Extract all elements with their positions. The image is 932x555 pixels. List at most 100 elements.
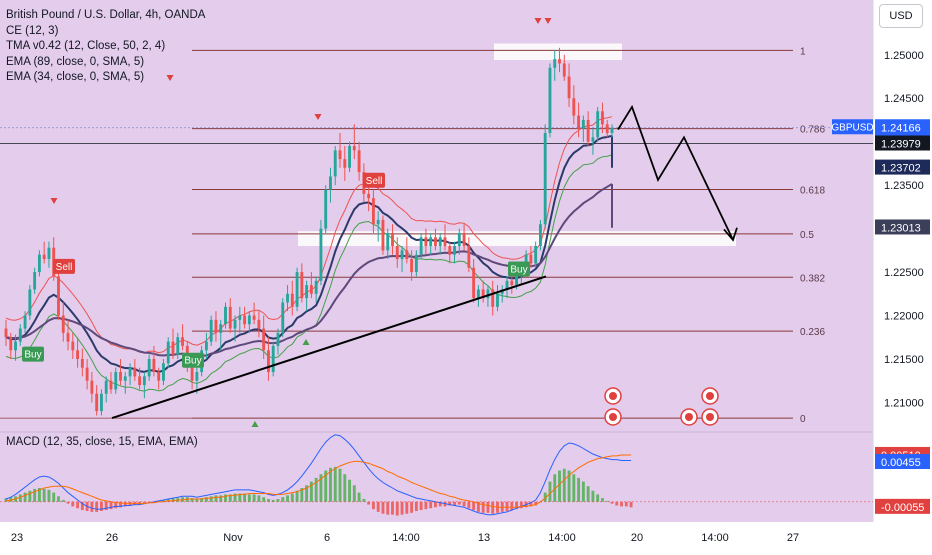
macd-bar bbox=[195, 499, 199, 502]
demand-zone bbox=[298, 231, 736, 246]
candle-body bbox=[434, 237, 437, 246]
macd-bar bbox=[414, 501, 418, 511]
candle-body bbox=[505, 280, 509, 290]
macd-bar bbox=[434, 501, 437, 508]
macd-bar bbox=[18, 494, 22, 502]
projection-path bbox=[617, 104, 734, 241]
macd-bar bbox=[224, 494, 227, 502]
macd-bar bbox=[300, 488, 304, 502]
macd-bar bbox=[47, 489, 51, 502]
macd-bar bbox=[453, 501, 456, 506]
candle-body bbox=[457, 232, 461, 246]
candle-body bbox=[14, 341, 17, 351]
candle-body bbox=[147, 358, 151, 377]
macd-bar bbox=[57, 496, 60, 502]
candle-body bbox=[448, 245, 452, 255]
macd-bar bbox=[457, 501, 461, 505]
candle-body bbox=[57, 276, 60, 316]
price-label-bg bbox=[875, 219, 930, 235]
candle-body bbox=[142, 376, 146, 386]
candle-body bbox=[109, 380, 113, 390]
candle-body bbox=[243, 315, 247, 325]
candle-body bbox=[33, 272, 37, 290]
macd-bar bbox=[362, 499, 366, 502]
candle-body bbox=[515, 276, 518, 286]
macd-bar bbox=[419, 501, 423, 511]
macd-bar bbox=[162, 499, 165, 502]
price-label-bg bbox=[875, 159, 930, 175]
macd-bar bbox=[386, 501, 390, 515]
time-tick: 20 bbox=[631, 532, 643, 544]
indicator-ema-89[interactable]: EMA (89, close, 0, SMA, 5) bbox=[6, 55, 145, 68]
time-axis-panel bbox=[0, 522, 873, 550]
macd-bar bbox=[95, 501, 99, 512]
price-label-value: 1.23979 bbox=[881, 139, 921, 151]
candle-body bbox=[157, 372, 161, 381]
macd-bar bbox=[548, 481, 552, 502]
candle-body bbox=[314, 280, 318, 294]
candle-body bbox=[37, 254, 41, 273]
candle-body bbox=[581, 119, 585, 129]
candle-body bbox=[405, 250, 409, 260]
macd-legend[interactable]: MACD (12, 35, close, 15, EMA, EMA) bbox=[6, 436, 198, 448]
candle-body bbox=[429, 237, 433, 246]
sell-marker bbox=[544, 18, 552, 24]
candle-body bbox=[562, 63, 566, 77]
price-tick: 1.21000 bbox=[884, 397, 924, 409]
candle-body bbox=[9, 337, 13, 351]
indicator-ce[interactable]: CE (12, 3) bbox=[6, 24, 59, 37]
candle-body bbox=[419, 237, 423, 255]
macd-bar bbox=[33, 488, 37, 502]
candle-body bbox=[47, 247, 51, 260]
candle-body bbox=[4, 328, 8, 338]
currency-button[interactable]: USD bbox=[879, 4, 923, 28]
candle-body bbox=[395, 245, 399, 260]
macd-bar bbox=[171, 498, 175, 502]
signal-badge-buy bbox=[508, 261, 530, 277]
macd-bar bbox=[309, 481, 313, 502]
fib-label: 0.618 bbox=[800, 185, 825, 196]
macd-bar bbox=[610, 501, 614, 504]
macd-bar bbox=[52, 492, 56, 502]
candle-body bbox=[605, 124, 609, 133]
symbol-title[interactable]: British Pound / U.S. Dollar, 4h, OANDA bbox=[6, 9, 206, 21]
candle-body bbox=[371, 198, 375, 225]
signal-badge-buy bbox=[22, 346, 44, 362]
candle-body bbox=[233, 319, 237, 329]
time-tick: 14:00 bbox=[392, 532, 420, 544]
macd-bar bbox=[529, 501, 533, 507]
macd-bar bbox=[267, 499, 270, 502]
macd-bar bbox=[562, 468, 566, 502]
macd-bar bbox=[376, 501, 380, 512]
candle-body bbox=[586, 119, 590, 142]
candle-body bbox=[486, 289, 490, 299]
candle-body bbox=[472, 267, 476, 299]
macd-bar bbox=[472, 501, 476, 511]
macd-bar bbox=[515, 501, 518, 510]
indicator-ema-34[interactable]: EMA (34, close, 0, SMA, 5) bbox=[6, 71, 145, 83]
macd-bar bbox=[620, 501, 623, 507]
price-tick: 1.25000 bbox=[884, 50, 924, 62]
candle-body bbox=[42, 254, 46, 260]
candle-body bbox=[524, 254, 528, 268]
candle-body bbox=[152, 358, 156, 373]
supply-zone bbox=[494, 43, 622, 60]
candle-body bbox=[214, 319, 218, 333]
chart-background bbox=[0, 0, 873, 522]
macd-bar bbox=[395, 501, 399, 516]
candle-body bbox=[138, 376, 142, 386]
indicator-tma[interactable]: TMA v0.42 (12, Close, 50, 2, 4) bbox=[6, 40, 166, 52]
candle-body bbox=[343, 159, 347, 168]
macd-bar bbox=[76, 501, 80, 509]
price-label-symbol-bg bbox=[832, 119, 873, 135]
macd-bar bbox=[505, 501, 509, 511]
candle-body bbox=[610, 127, 614, 133]
macd-bar bbox=[448, 501, 452, 506]
macd-bar bbox=[543, 492, 547, 502]
candle-body bbox=[381, 219, 385, 251]
signal-label-buy: Buy bbox=[24, 350, 41, 361]
signal-label-sell: Sell bbox=[56, 262, 73, 273]
event-flag-icon-dot bbox=[706, 413, 714, 421]
signal-badge-buy bbox=[182, 352, 204, 368]
